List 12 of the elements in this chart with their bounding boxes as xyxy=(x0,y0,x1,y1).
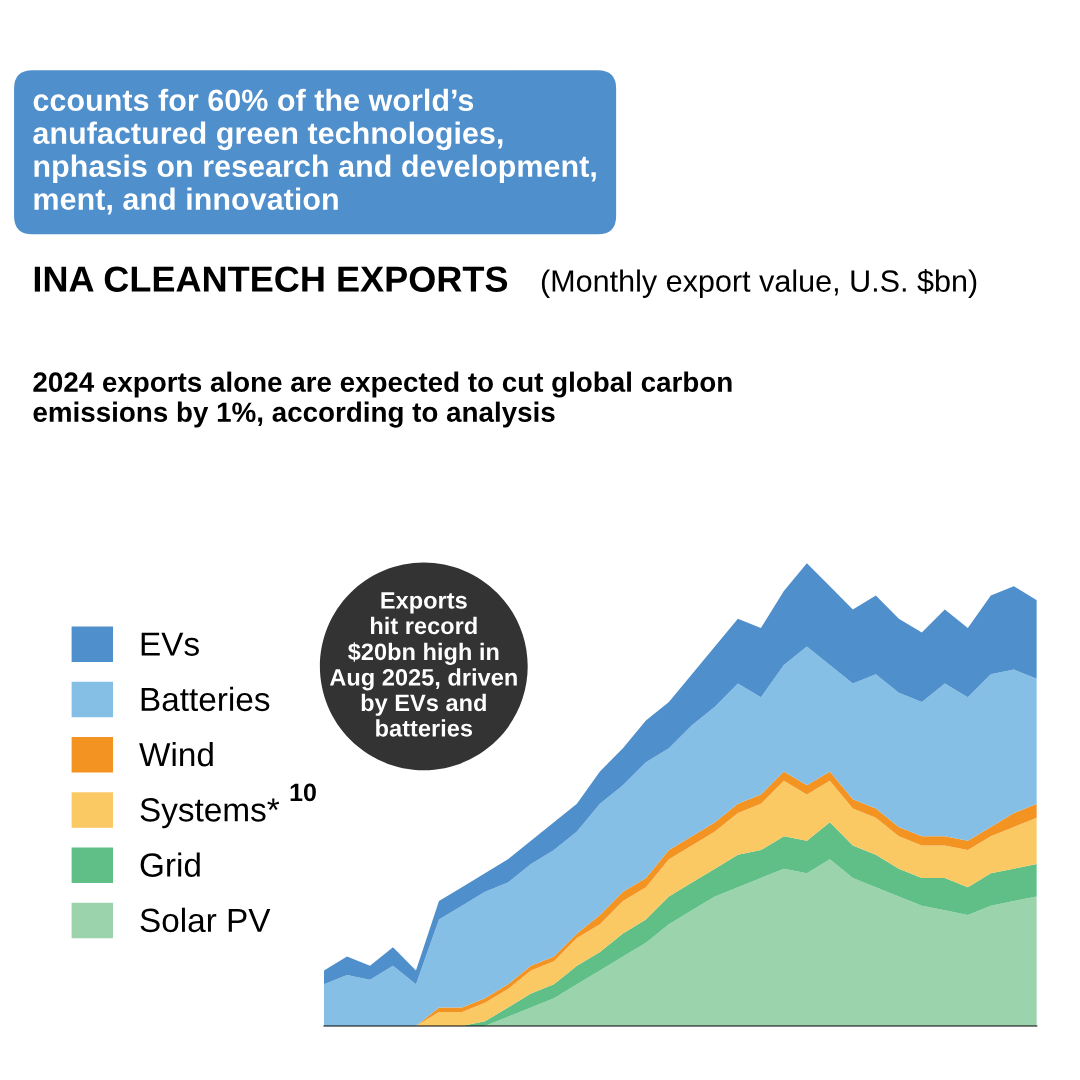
text: 2024 exports alone are expected to cut global carbon emissions by 1%, according to analysis xyxy=(33,371,732,428)
chart-title: INA CLEANTECH EXPORTS xyxy=(34,266,508,292)
text: 10 xyxy=(290,783,316,802)
legend-label: Solar PV xyxy=(140,907,271,933)
legend-label: Grid xyxy=(140,852,200,877)
annotation: Exports hit record $20bn high in Aug 2025, driven by EVs and batteries xyxy=(329,592,517,737)
legend-label: Batteries xyxy=(141,686,270,712)
legend-label: Wind xyxy=(139,741,213,767)
legend-label: EVs xyxy=(141,632,199,656)
chart-subtitle: (Monthly export value, U.S. $bn) xyxy=(541,268,977,298)
text: ccounts for 60% of the world’s anufactured green technologies, nphasis on research and development, ment, and innovation xyxy=(33,88,596,215)
legend-label: Systems* xyxy=(140,798,280,829)
